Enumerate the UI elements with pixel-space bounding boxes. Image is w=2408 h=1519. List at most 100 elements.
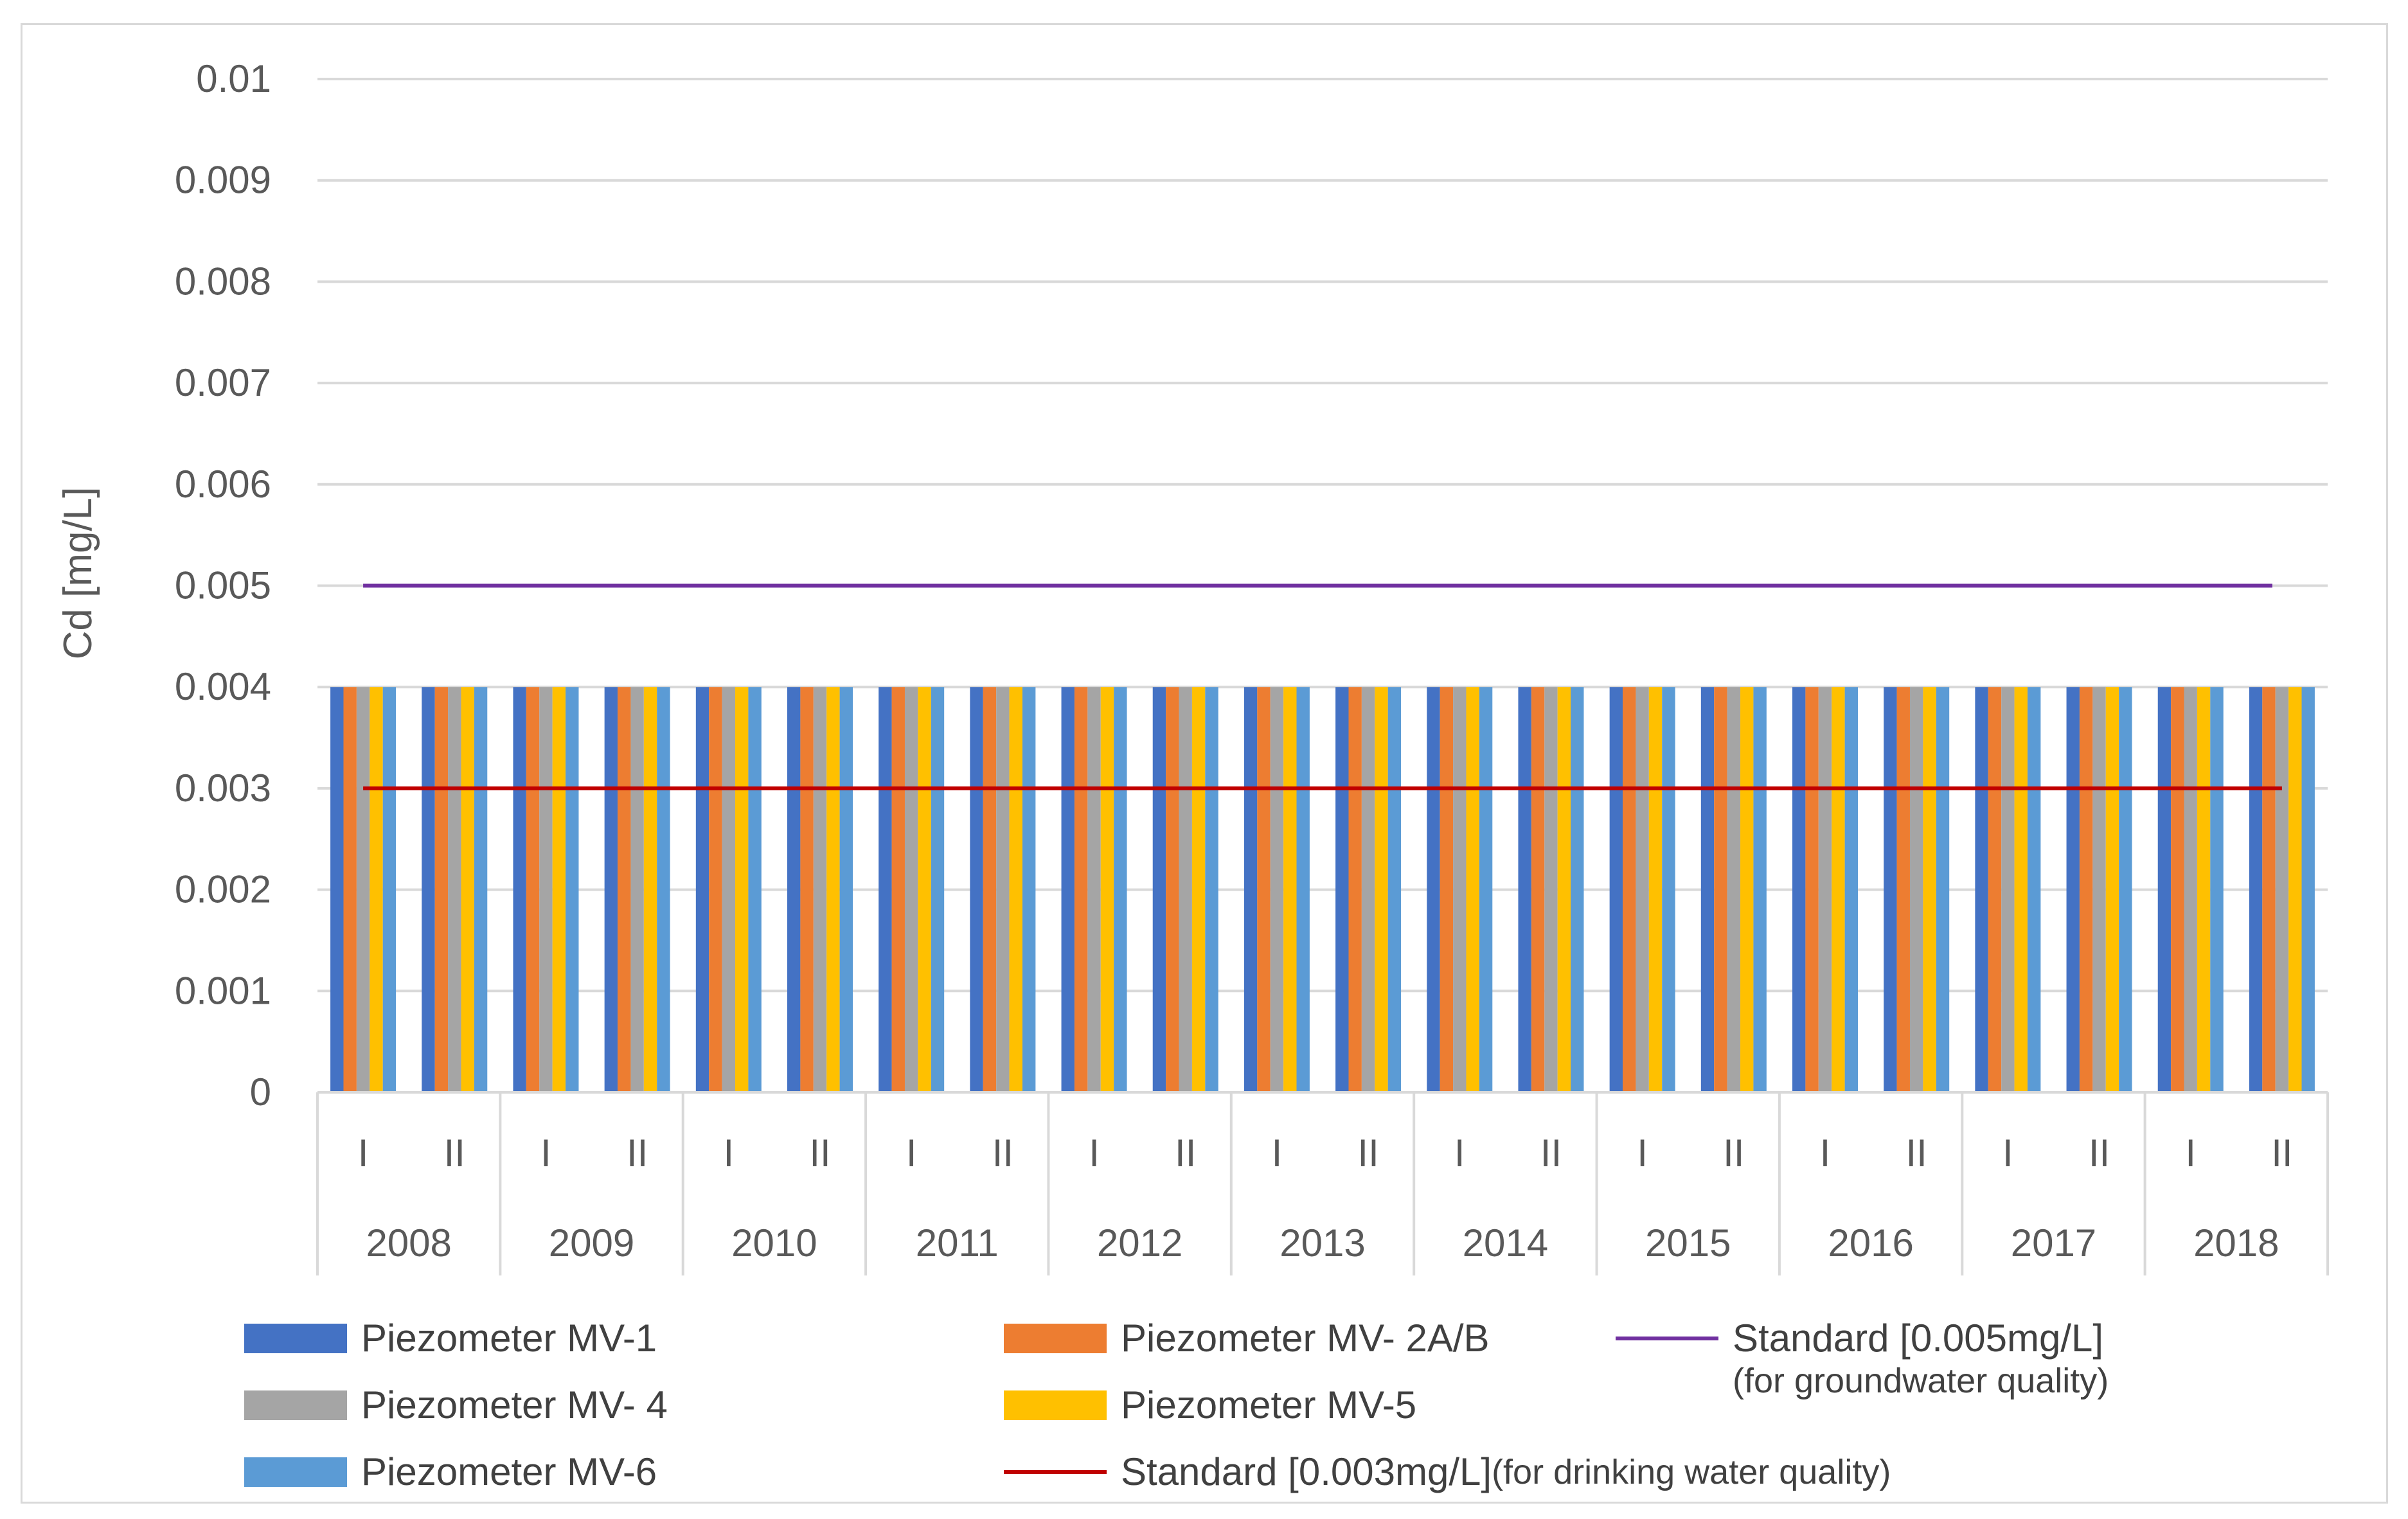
bar	[1244, 687, 1258, 1092]
bar	[709, 687, 722, 1092]
bar	[2105, 687, 2119, 1092]
x-period-label: I	[1272, 1132, 1283, 1175]
bar	[722, 687, 736, 1092]
bar	[2066, 687, 2080, 1092]
bar	[983, 687, 997, 1092]
bar	[1166, 687, 1179, 1092]
bar	[1714, 687, 1727, 1092]
bar	[618, 687, 631, 1092]
x-period-label: II	[1906, 1132, 1927, 1175]
bar	[996, 687, 1010, 1092]
bar	[1740, 687, 1754, 1092]
x-year-label: 2012	[1097, 1221, 1182, 1265]
bar	[370, 687, 383, 1092]
y-tick-label: 0.001	[175, 969, 271, 1012]
x-year-label: 2017	[2011, 1221, 2096, 1265]
bar	[2249, 687, 2263, 1092]
bar	[1087, 687, 1101, 1092]
bar	[1061, 687, 1075, 1092]
bar	[1387, 687, 1402, 1092]
bar	[891, 687, 905, 1092]
bar	[695, 687, 709, 1092]
bar	[1844, 687, 1858, 1092]
bar	[1832, 687, 1845, 1092]
bar	[1609, 687, 1623, 1092]
bar	[1623, 687, 1636, 1092]
bar	[800, 687, 814, 1092]
bar	[448, 687, 461, 1092]
bar	[2157, 687, 2172, 1092]
x-period-label: II	[992, 1132, 1013, 1175]
bar	[1479, 687, 1493, 1092]
y-tick-label: 0.008	[175, 260, 271, 303]
x-period-label: II	[1175, 1132, 1196, 1175]
bar	[1427, 687, 1440, 1092]
bar	[1753, 687, 1767, 1092]
y-tick-label: 0.003	[175, 767, 271, 810]
bar	[1074, 687, 1088, 1092]
bar	[630, 687, 644, 1092]
bar	[735, 687, 749, 1092]
bar	[1453, 687, 1467, 1092]
bar	[1270, 687, 1284, 1092]
bar	[904, 687, 918, 1092]
x-year-label: 2014	[1463, 1221, 1548, 1265]
bar	[1296, 687, 1310, 1092]
x-period-label: II	[1723, 1132, 1744, 1175]
x-year-label: 2011	[916, 1221, 999, 1265]
bar	[566, 687, 579, 1092]
bar	[2275, 687, 2289, 1092]
bar	[1531, 687, 1545, 1092]
bar	[1884, 687, 1897, 1092]
x-period-label: II	[1357, 1132, 1378, 1175]
y-tick-label: 0.01	[196, 57, 271, 100]
x-period-label: II	[2089, 1132, 2110, 1175]
bar	[1114, 687, 1127, 1092]
bar	[1179, 687, 1192, 1092]
bar	[552, 687, 566, 1092]
x-period-label: I	[1820, 1132, 1831, 1175]
bar	[1975, 687, 1988, 1092]
bar	[1348, 687, 1362, 1092]
bar	[382, 687, 397, 1092]
x-period-label: II	[2271, 1132, 2292, 1175]
bar	[330, 687, 344, 1092]
x-period-label: I	[540, 1132, 551, 1175]
bar	[1818, 687, 1832, 1092]
bar	[2184, 687, 2197, 1092]
bar	[1335, 687, 1349, 1092]
bar	[1466, 687, 1479, 1092]
x-year-label: 2013	[1280, 1221, 1365, 1265]
y-tick-label: 0.009	[175, 159, 271, 202]
bar	[2092, 687, 2106, 1092]
x-period-label: I	[906, 1132, 917, 1175]
x-period-label: I	[2185, 1132, 2196, 1175]
bar	[1571, 687, 1584, 1092]
chart-frame	[21, 23, 2388, 1504]
x-period-label: I	[358, 1132, 369, 1175]
bar	[343, 687, 357, 1092]
bar	[657, 687, 670, 1092]
x-period-label: II	[627, 1132, 648, 1175]
bar	[1257, 687, 1271, 1092]
bar	[1205, 687, 1218, 1092]
bar	[1361, 687, 1375, 1092]
bar	[604, 687, 618, 1092]
bar	[2014, 687, 2028, 1092]
bar	[1544, 687, 1558, 1092]
bar	[1700, 687, 1715, 1092]
bar	[2079, 687, 2093, 1092]
bar	[1375, 687, 1388, 1092]
bar	[2197, 687, 2211, 1092]
bar	[1662, 687, 1675, 1092]
bar	[422, 687, 435, 1092]
bar	[1636, 687, 1649, 1092]
bar	[2288, 687, 2302, 1092]
x-period-label: I	[1454, 1132, 1465, 1175]
bar	[1988, 687, 2002, 1092]
bar	[1648, 687, 1663, 1092]
bar	[1727, 687, 1741, 1092]
bar	[1440, 687, 1454, 1092]
x-year-label: 2015	[1645, 1221, 1731, 1265]
x-period-label: I	[1089, 1132, 1100, 1175]
